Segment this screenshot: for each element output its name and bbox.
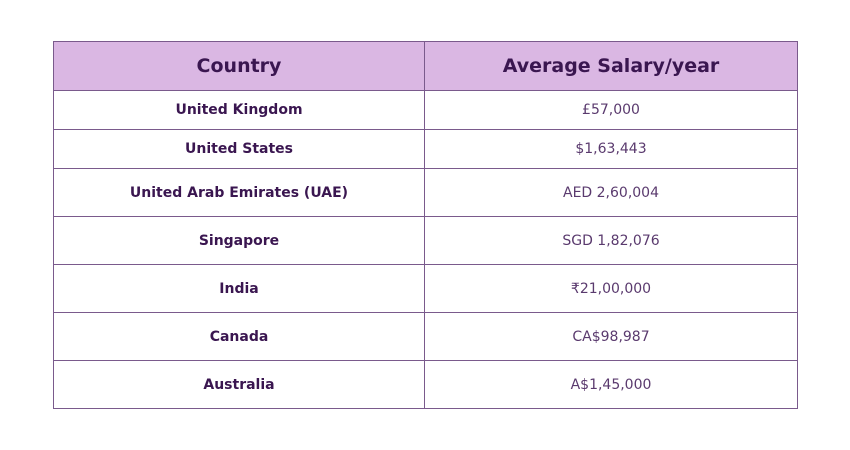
salary-cell: AED 2,60,004	[424, 168, 798, 217]
country-cell: Australia	[53, 360, 425, 409]
table-row: Singapore SGD 1,82,076	[53, 216, 798, 265]
salary-cell: £57,000	[424, 90, 798, 130]
country-cell: United Arab Emirates (UAE)	[53, 168, 425, 217]
salary-cell: SGD 1,82,076	[424, 216, 798, 265]
country-cell: India	[53, 264, 425, 313]
salary-cell: A$1,45,000	[424, 360, 798, 409]
table-row: India ₹21,00,000	[53, 264, 798, 313]
table-row: United States $1,63,443	[53, 129, 798, 169]
country-cell: United States	[53, 129, 425, 169]
country-cell: Singapore	[53, 216, 425, 265]
salary-cell: $1,63,443	[424, 129, 798, 169]
column-header-salary: Average Salary/year	[424, 41, 798, 91]
table-row: Canada CA$98,987	[53, 312, 798, 361]
table-row: United Arab Emirates (UAE) AED 2,60,004	[53, 168, 798, 217]
country-cell: Canada	[53, 312, 425, 361]
country-cell: United Kingdom	[53, 90, 425, 130]
salary-cell: ₹21,00,000	[424, 264, 798, 313]
salary-table: Country Average Salary/year United Kingd…	[53, 41, 798, 409]
column-header-country: Country	[53, 41, 425, 91]
table-row: United Kingdom £57,000	[53, 90, 798, 130]
table-header-row: Country Average Salary/year	[53, 41, 798, 91]
table-row: Australia A$1,45,000	[53, 360, 798, 409]
salary-cell: CA$98,987	[424, 312, 798, 361]
